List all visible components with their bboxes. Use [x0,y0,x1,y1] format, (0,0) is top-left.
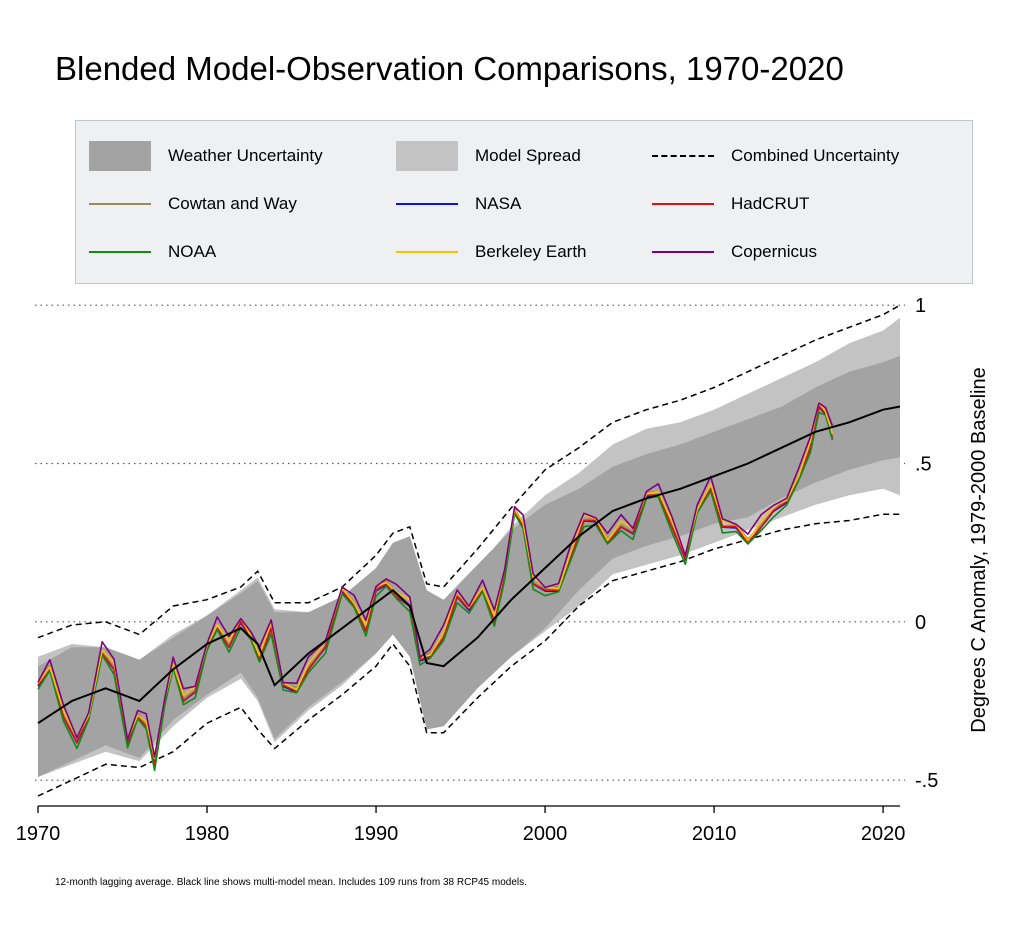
legend-swatch-berkeley-earth [396,237,458,267]
y-axis-ticks: 1 .5 0 -.5 [915,295,938,792]
legend-label-combined-uncertainty: Combined Uncertainty [731,146,900,165]
legend: Weather Uncertainty Model Spread Combine… [75,120,973,284]
legend-label-berkeley-earth: Berkeley Earth [475,242,587,261]
series-line-copernicus [37,402,834,758]
x-tick-label-2000: 2000 [523,823,568,845]
legend-label-model-spread: Model Spread [475,146,581,165]
legend-swatch-copernicus [652,237,714,267]
legend-swatch-model-spread [396,141,458,171]
multi-model-mean-line [37,405,901,725]
y-tick-label-1: .5 [915,454,932,476]
observation-lines [37,401,834,772]
legend-label-hadcrut: HadCRUT [731,194,810,213]
combined-uncertainty-upper-line [37,304,901,639]
legend-item-hadcrut: HadCRUT [652,189,809,219]
legend-item-berkeley-earth: Berkeley Earth [396,237,587,267]
legend-item-noaa: NOAA [89,237,216,267]
legend-label-weather-uncertainty: Weather Uncertainty [168,146,323,165]
legend-item-copernicus: Copernicus [652,237,817,267]
legend-swatch-nasa [396,189,458,219]
legend-swatch-cowtan-and-way [89,189,151,219]
legend-swatch-weather-uncertainty [89,141,151,171]
weather-uncertainty-band [38,355,900,777]
legend-label-noaa: NOAA [168,242,217,261]
combined-uncertainty-lower-line [37,513,900,797]
chart-footnote: 12-month lagging average. Black line sho… [55,877,527,888]
x-tick-label-1980: 1980 [185,823,230,845]
series-line-noaa [37,411,834,772]
legend-label-copernicus: Copernicus [731,242,817,261]
y-tick-label-3: -.5 [915,770,938,792]
legend-item-model-spread: Model Spread [396,141,581,171]
x-axis: 1970 1980 1990 2000 2010 2020 [16,805,906,845]
legend-swatch-hadcrut [652,189,714,219]
legend-label-cowtan-and-way: Cowtan and Way [168,194,297,213]
legend-item-cowtan-and-way: Cowtan and Way [89,189,297,219]
x-tick-label-2020: 2020 [861,823,906,845]
legend-label-nasa: NASA [475,194,522,213]
legend-item-nasa: NASA [396,189,521,219]
y-tick-label-0: 1 [915,295,926,317]
y-tick-label-2: 0 [915,612,926,634]
legend-swatch-combined-uncertainty [652,141,714,171]
legend-swatch-noaa [89,237,151,267]
legend-item-weather-uncertainty: Weather Uncertainty [89,141,323,171]
x-tick-label-1990: 1990 [354,823,399,845]
x-tick-label-2010: 2010 [692,823,737,845]
chart-title: Blended Model-Observation Comparisons, 1… [55,50,844,87]
y-axis-label: Degrees C Anomaly, 1979-2000 Baseline [968,367,990,733]
x-tick-label-1970: 1970 [16,823,61,845]
legend-item-combined-uncertainty: Combined Uncertainty [652,141,899,171]
